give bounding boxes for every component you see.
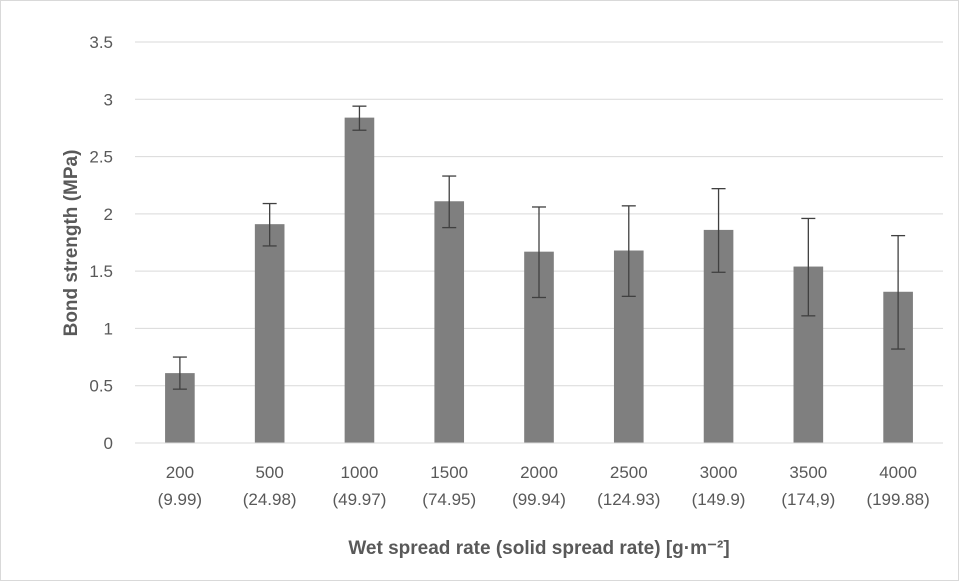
x-tick-label-line1: 1000 bbox=[341, 463, 379, 482]
x-tick-label: 1500 (74.95) bbox=[422, 463, 476, 509]
y-tick-label: 3.5 bbox=[89, 33, 113, 52]
y-tick-label: 0.5 bbox=[89, 377, 113, 396]
x-tick-label: 200 (9.99) bbox=[158, 463, 202, 509]
x-tick-label-line1: 3000 bbox=[700, 463, 738, 482]
x-tick-label-line2: (74.95) bbox=[422, 490, 476, 509]
x-tick-label-line1: 3500 bbox=[789, 463, 827, 482]
x-tick-label-line2: (199.88) bbox=[866, 490, 929, 509]
x-tick-label-line2: (149.9) bbox=[692, 490, 746, 509]
y-tick-label: 1 bbox=[104, 319, 113, 338]
x-tick-label-line2: (124.93) bbox=[597, 490, 660, 509]
y-tick-label: 1.5 bbox=[89, 262, 113, 281]
x-tick-label-line1: 1500 bbox=[430, 463, 468, 482]
y-tick-label: 0 bbox=[104, 434, 113, 453]
y-axis-ticks: 0 0.5 1 1.5 2 2.5 3 3.5 bbox=[89, 33, 113, 453]
x-tick-label: 1000 (49.97) bbox=[333, 463, 387, 509]
error-bars bbox=[172, 105, 906, 390]
y-tick-label: 2 bbox=[104, 205, 113, 224]
x-tick-label-line2: (24.98) bbox=[243, 490, 297, 509]
x-tick-label-line2: (174,9) bbox=[781, 490, 835, 509]
x-tick-label-line1: 200 bbox=[166, 463, 194, 482]
bar bbox=[434, 201, 465, 443]
x-tick-label: 4000 (199.88) bbox=[866, 463, 929, 509]
x-tick-label: 2500 (124.93) bbox=[597, 463, 660, 509]
x-tick-label-line2: (9.99) bbox=[158, 490, 202, 509]
y-tick-label: 2.5 bbox=[89, 148, 113, 167]
x-tick-label-line1: 500 bbox=[255, 463, 283, 482]
y-tick-label: 3 bbox=[104, 90, 113, 109]
bar bbox=[344, 117, 375, 444]
x-tick-label-line1: 2000 bbox=[520, 463, 558, 482]
x-tick-label: 3000 (149.9) bbox=[692, 463, 746, 509]
bar bbox=[254, 224, 285, 443]
x-axis-ticks: 200 (9.99) 500 (24.98) 1000 (49.97) 1500 (74.95… bbox=[158, 463, 930, 509]
x-tick-label-line2: (99.94) bbox=[512, 490, 566, 509]
x-tick-label: 2000 (99.94) bbox=[512, 463, 566, 509]
x-tick-label: 3500 (174,9) bbox=[781, 463, 835, 509]
y-axis-title: Bond strength (MPa) bbox=[61, 150, 82, 337]
x-tick-label: 500 (24.98) bbox=[243, 463, 297, 509]
x-tick-label-line1: 2500 bbox=[610, 463, 648, 482]
x-axis-title: Wet spread rate (solid spread rate) [g·m… bbox=[348, 538, 729, 559]
x-tick-label-line2: (49.97) bbox=[333, 490, 387, 509]
x-tick-label-line1: 4000 bbox=[879, 463, 917, 482]
